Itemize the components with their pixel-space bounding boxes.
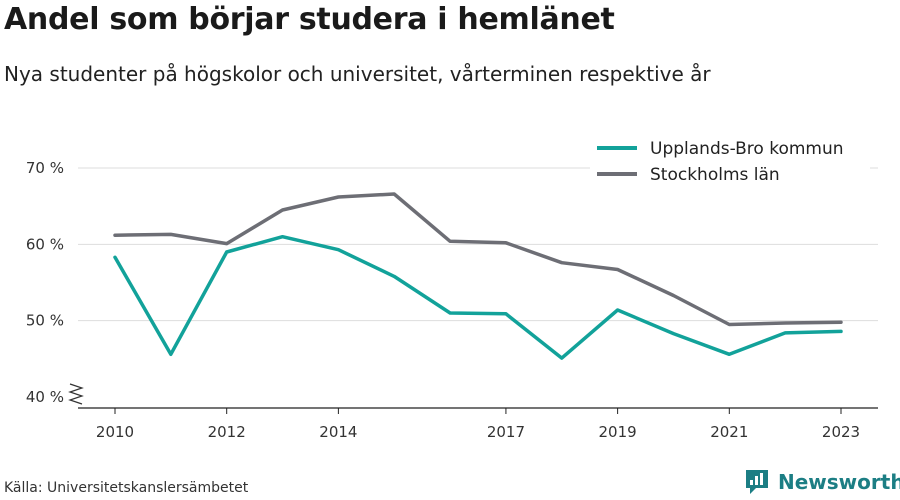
legend-background <box>590 134 870 186</box>
y-tick-label: 50 % <box>26 312 64 330</box>
x-tick-label: 2017 <box>487 423 525 441</box>
y-tick-label: 70 % <box>26 159 64 177</box>
chart-subtitle: Nya studenter på högskolor och universit… <box>4 62 711 86</box>
brand-logo: Newsworthy <box>744 468 900 496</box>
x-tick-label: 2019 <box>599 423 637 441</box>
series-line-upplands-bro <box>113 234 843 360</box>
y-tick-label: 60 % <box>26 235 64 253</box>
chart-title: Andel som börjar studera i hemlänet <box>4 2 615 37</box>
newsworthy-logo-icon <box>746 470 768 494</box>
legend-label: Upplands-Bro kommun <box>650 139 844 159</box>
x-tick-label: 2021 <box>710 423 748 441</box>
x-tick-label: 2012 <box>208 423 246 441</box>
x-tick-label: 2014 <box>319 423 357 441</box>
brand-name: Newsworthy <box>778 470 900 494</box>
x-tick-label: 2023 <box>822 423 860 441</box>
series-line-stockholms-lan <box>113 192 843 327</box>
y-tick-label: 40 % <box>26 388 64 406</box>
x-tick-label: 2010 <box>96 423 134 441</box>
source-note: Källa: Universitetskanslersämbetet <box>4 480 249 496</box>
legend-label: Stockholms län <box>650 165 780 185</box>
axis-break-mark <box>68 383 84 405</box>
